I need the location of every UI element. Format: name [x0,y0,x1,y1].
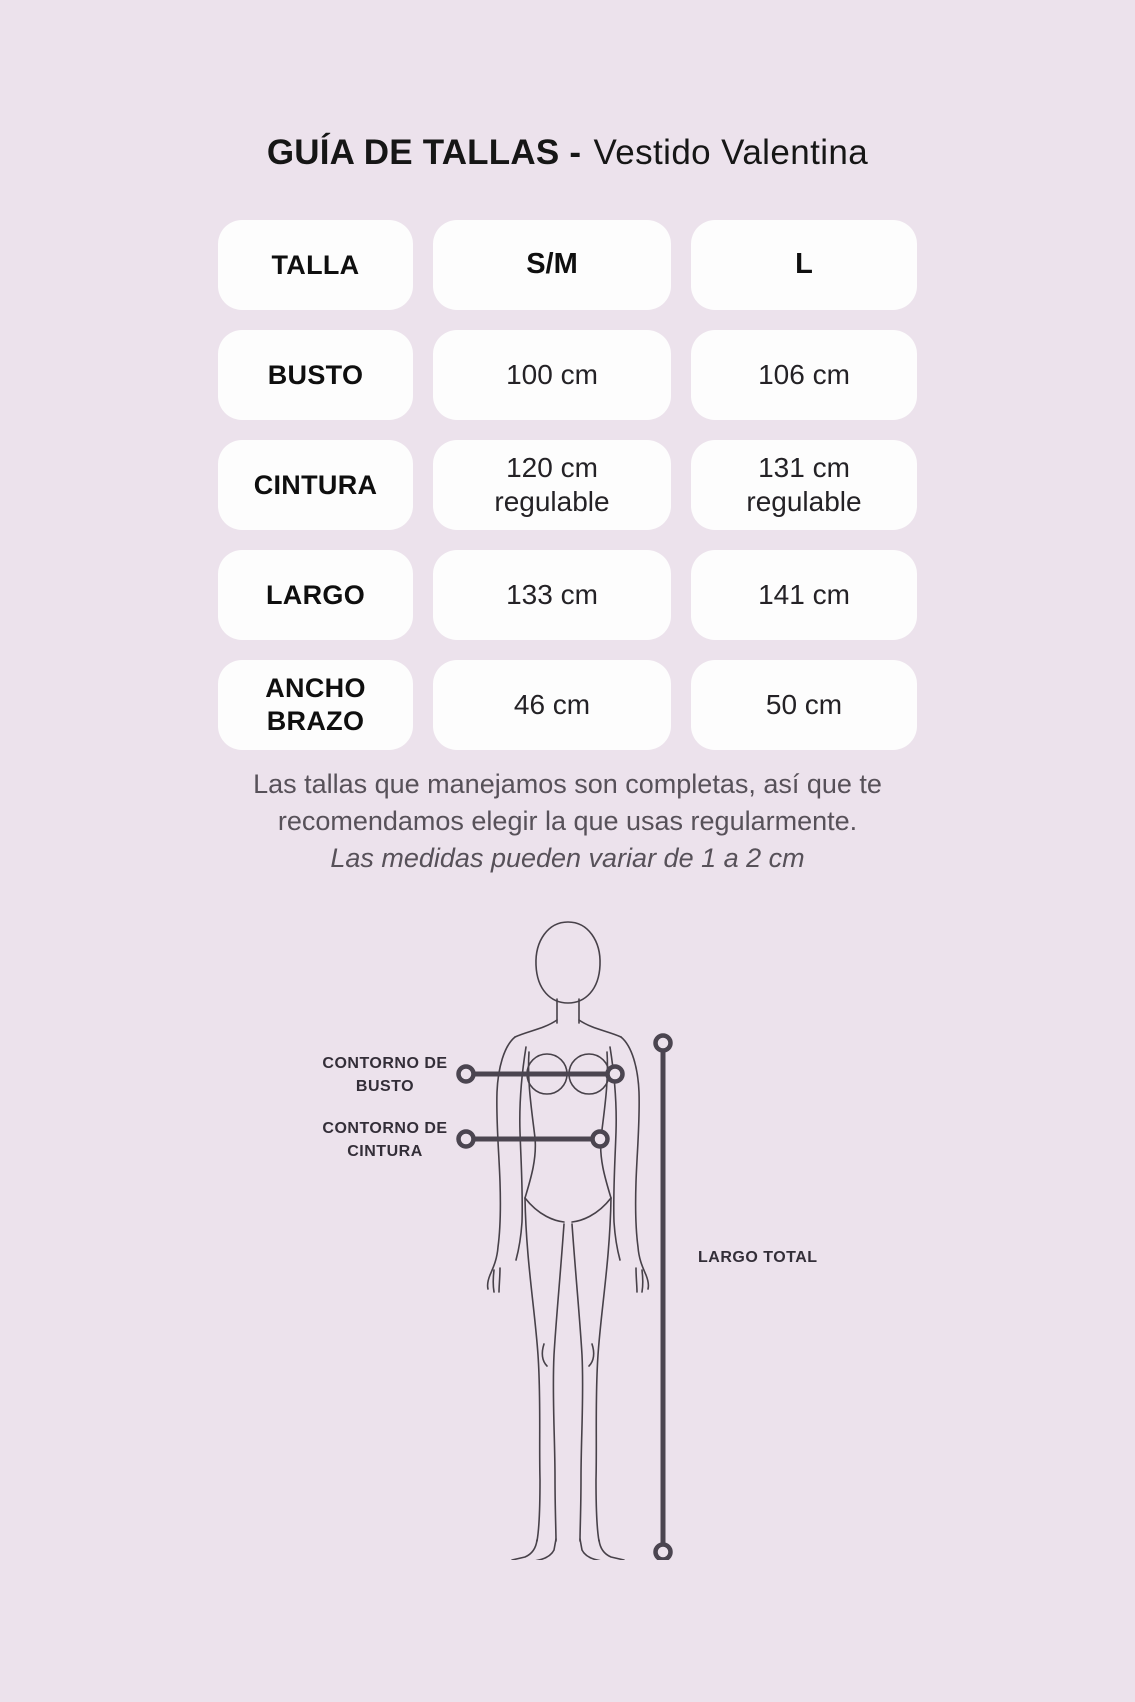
note-line-2: recomendamos elegir la que usas regularm… [277,806,858,836]
bust-line-end-right [605,1064,625,1084]
title-product-name: Vestido Valentina [593,133,869,172]
note-line-tolerance: Las medidas pueden variar de 1 a 2 cm [330,843,805,873]
table-header-talla: TALLA [218,220,413,310]
ancho-brazo-value-sm: 46 cm [433,660,671,750]
largo-value-l: 141 cm [691,550,917,640]
bust-line-end-left [456,1064,476,1084]
waist-line-end-right [590,1129,610,1149]
ancho-brazo-value-l: 50 cm [691,660,917,750]
title-guide-text: GUÍA DE TALLAS [266,133,560,172]
waist-line-end-left [456,1129,476,1149]
total-length-label: LARGO TOTAL [698,1249,818,1266]
cintura-value-sm: 120 cm regulable [433,440,671,530]
busto-value-l: 106 cm [691,330,917,420]
length-line-end-top [653,1033,673,1053]
row-label-ancho-brazo: ANCHO BRAZO [218,660,413,750]
waist-contour-label: CONTORNO DE CINTURA [322,1120,448,1160]
sizing-notes: Las tallas que manejamos son completas, … [0,766,1135,877]
page-title: GUÍA DE TALLAS - Vestido Valentina [0,133,1135,173]
row-label-busto: BUSTO [218,330,413,420]
table-header-size-l: L [691,220,917,310]
note-line-1: Las tallas que manejamos son completas, … [253,769,882,799]
title-separator: - [569,133,582,172]
row-label-cintura: CINTURA [218,440,413,530]
busto-value-sm: 100 cm [433,330,671,420]
measurement-lines [456,1033,673,1560]
largo-value-sm: 133 cm [433,550,671,640]
table-header-size-sm: S/M [433,220,671,310]
row-label-largo: LARGO [218,550,413,640]
length-line-end-bottom [653,1542,673,1560]
female-croquis-outline [486,921,650,1560]
body-figure-illustration [456,921,673,1560]
bust-contour-label: CONTORNO DE BUSTO [322,1055,448,1095]
size-table: TALLA S/M L BUSTO 100 cm 106 cm CINTURA … [218,220,917,750]
cintura-value-l: 131 cm regulable [691,440,917,530]
